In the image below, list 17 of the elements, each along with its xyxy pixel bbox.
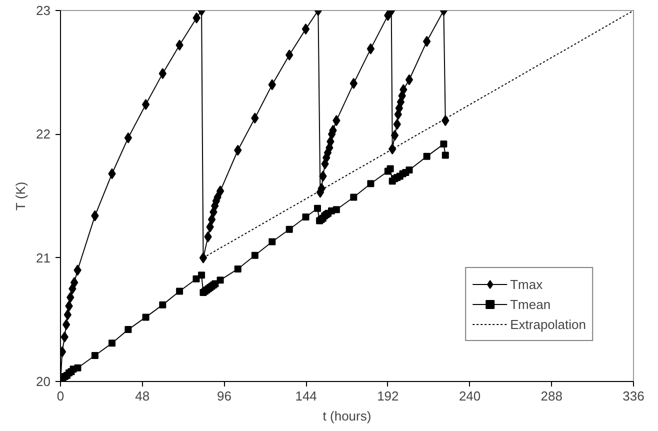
- y-tick-label: 22: [36, 126, 51, 142]
- x-tick-label: 0: [56, 388, 64, 404]
- x-tick-label: 48: [135, 388, 150, 404]
- x-tick-label: 240: [458, 388, 481, 404]
- x-axis-title: t (hours): [322, 408, 372, 424]
- x-tick-label: 288: [540, 388, 562, 404]
- x-tick-label: 144: [295, 388, 317, 404]
- y-tick-label: 21: [36, 250, 51, 266]
- legend-label: Extrapolation: [510, 316, 586, 332]
- y-tick-label: 23: [36, 3, 51, 18]
- x-tick-label: 96: [216, 388, 232, 404]
- x-tick-label: 336: [622, 388, 644, 404]
- y-tick-label: 20: [36, 374, 51, 389]
- y-axis-title: T (K): [13, 182, 28, 210]
- x-tick-label: 192: [377, 388, 399, 404]
- legend-label: Tmax: [510, 276, 543, 292]
- legend-label: Tmean: [510, 296, 551, 312]
